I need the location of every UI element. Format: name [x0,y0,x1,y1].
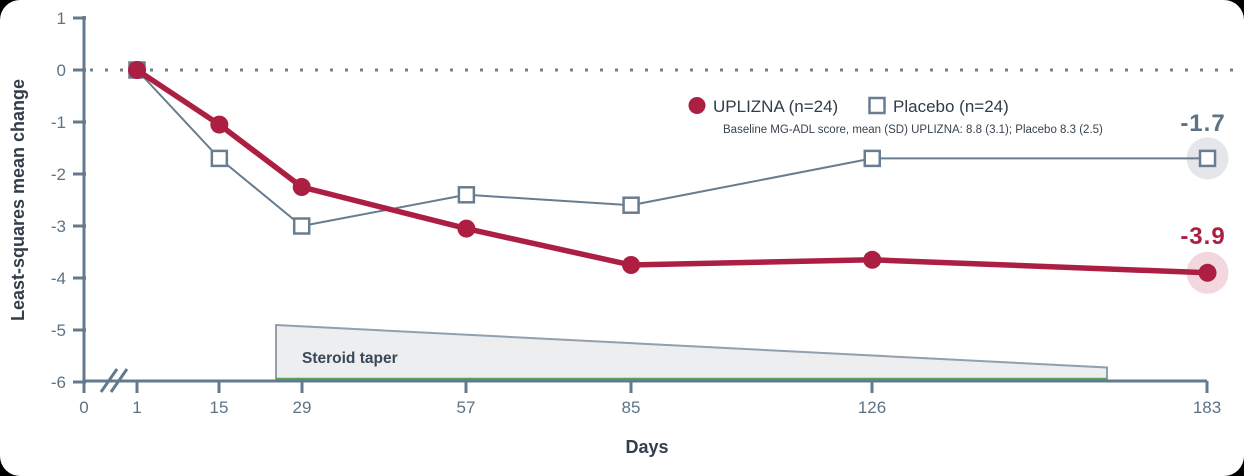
uplizna-data-point [210,115,229,134]
uplizna-data-point [457,219,476,238]
placebo-data-point [210,149,229,168]
y-tick-label: -6 [51,373,66,392]
y-tick-label: 1 [57,9,66,28]
y-tick-label: -3 [51,217,66,236]
uplizna-legend-label: UPLIZNA (n=24) [713,97,838,116]
uplizna-data-point [128,61,146,79]
y-tick-label: -4 [51,269,66,288]
axes: 1 0 -1 -2 -3 -4 -5 -6 0 [8,9,1221,457]
uplizna-data-point [622,256,641,274]
x-tick-label: 126 [858,398,886,417]
x-axis-break-icon [99,368,129,393]
placebo-legend-label: Placebo (n=24) [893,97,1009,116]
placebo-data-point [863,149,881,168]
x-tick-label: 29 [293,398,312,417]
series-layer [128,61,1229,294]
x-tick-labels: 0 1 15 29 57 85 126 183 [79,398,1221,417]
x-tick-label: 0 [79,398,88,417]
uplizna-data-point [292,178,311,196]
legend: UPLIZNA (n=24) Placebo (n=24) Baseline M… [688,96,1103,136]
x-axis-title: Days [625,437,668,457]
uplizna-end-value-label: -3.9 [1180,223,1225,250]
x-tick-label: 57 [457,398,476,417]
placebo-data-point [1198,149,1217,168]
x-tick-label: 183 [1193,398,1221,417]
placebo-data-point [457,186,476,204]
uplizna-data-point [863,250,882,269]
y-tick-label: -2 [51,165,66,184]
x-ticks [82,381,1209,393]
uplizna-line [135,67,1208,276]
placebo-data-point [292,217,311,235]
uplizna-data-point [1198,263,1217,282]
uplizna-legend-marker-icon [688,97,706,114]
baseline-score-note: Baseline MG-ADL score, mean (SD) UPLIZNA… [723,124,1103,136]
placebo-line [136,69,1208,228]
steroid-taper-label: Steroid taper [302,350,398,367]
steroid-taper-shape [275,323,1108,382]
placebo-legend-marker-icon [868,96,886,115]
y-tick-label: -1 [51,113,66,132]
x-tick-label: 85 [622,398,641,417]
x-tick-label: 1 [132,398,141,417]
placebo-data-point [622,196,640,214]
steroid-taper-wedge: Steroid taper [275,323,1108,383]
y-tick-label: -5 [51,321,66,340]
x-tick-label: 15 [210,398,229,417]
y-tick-label: 0 [57,61,66,80]
y-tick-labels: 1 0 -1 -2 -3 -4 -5 -6 [51,9,66,392]
placebo-end-value-label: -1.7 [1180,110,1225,137]
y-axis-title: Least-squares mean change [8,79,28,321]
